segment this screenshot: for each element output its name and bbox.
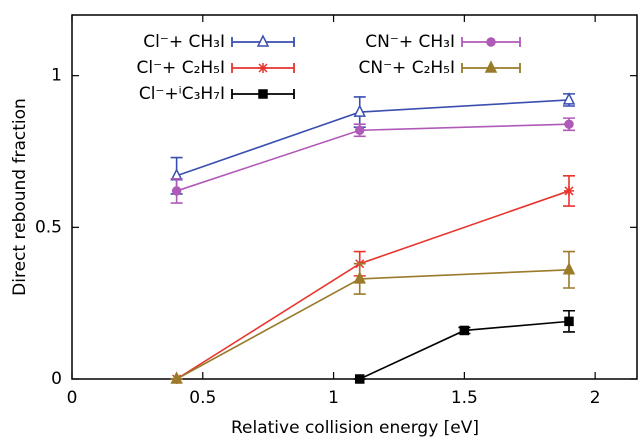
marker — [258, 63, 268, 73]
marker — [562, 92, 576, 105]
y-tick-label: 0.5 — [35, 217, 62, 237]
marker — [171, 186, 182, 196]
marker — [563, 185, 574, 196]
marker — [256, 34, 270, 47]
x-tick-label: 2 — [590, 388, 601, 408]
x-tick-label: 1.5 — [451, 388, 478, 408]
marker — [258, 89, 268, 99]
legend-label: Cl⁻+ⁱC₃H₇I — [139, 84, 225, 104]
legend-label: Cl⁻+ C₂H₅I — [136, 58, 225, 78]
series-line — [176, 123, 570, 192]
legend-label: CN⁻+ C₂H₅I — [358, 58, 455, 78]
x-tick-label: 0 — [67, 388, 78, 408]
x-tick-label: 1 — [328, 388, 339, 408]
marker — [562, 262, 576, 275]
y-axis-label: Direct rebound fraction — [10, 98, 30, 296]
marker — [459, 325, 470, 336]
marker — [564, 119, 574, 129]
series-line — [176, 190, 570, 380]
legend-label: CN⁻+ CH₃I — [365, 32, 455, 52]
x-tick-label: 0.5 — [189, 388, 216, 408]
series-line — [176, 99, 570, 177]
marker — [484, 60, 498, 73]
marker — [564, 316, 574, 327]
marker — [354, 374, 365, 384]
x-axis-label: Relative collision energy [eV] — [231, 418, 479, 438]
legend-label: Cl⁻+ CH₃I — [143, 32, 225, 52]
series-line — [176, 269, 570, 380]
y-tick-label: 1 — [51, 66, 62, 86]
marker — [353, 104, 366, 117]
marker — [354, 125, 365, 136]
marker — [486, 37, 496, 47]
marker — [353, 271, 366, 284]
y-tick-label: 0 — [51, 369, 62, 389]
marker — [170, 371, 183, 384]
